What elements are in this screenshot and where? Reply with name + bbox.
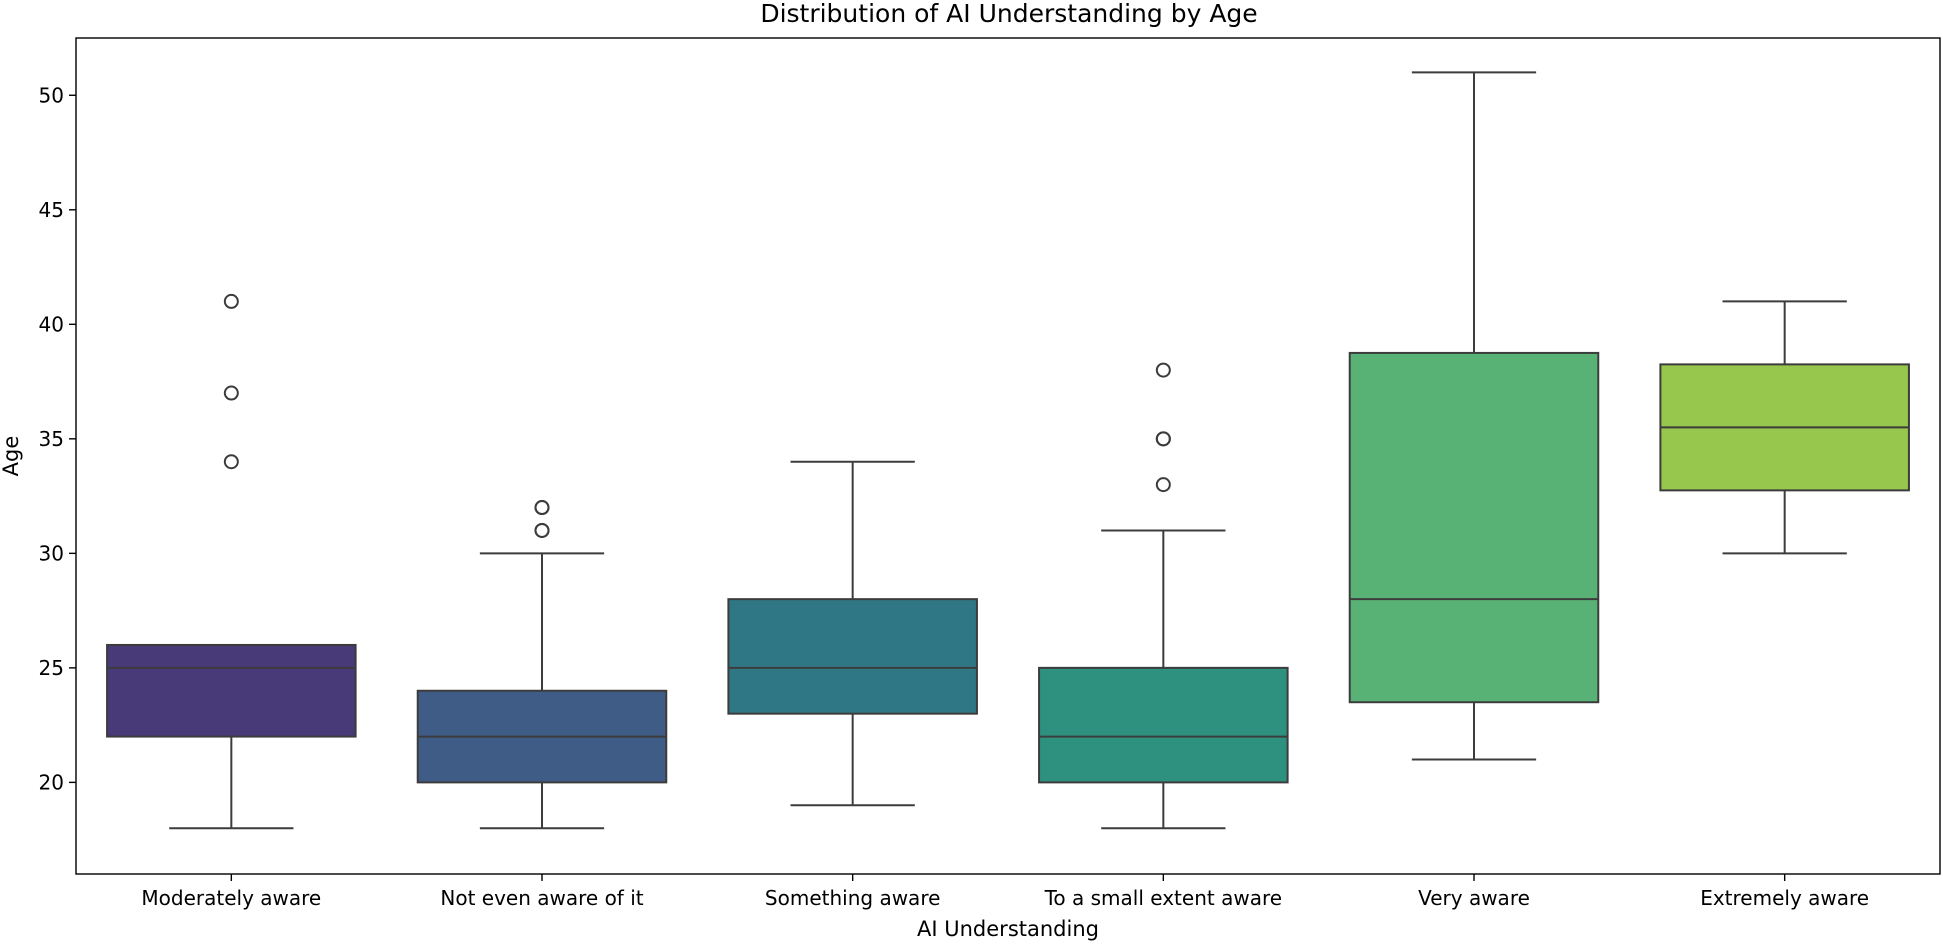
box-1	[416, 500, 668, 830]
x-tick-label: Extremely aware	[1700, 886, 1869, 910]
y-tick-label: 30	[39, 541, 64, 565]
outlier-point	[223, 293, 239, 309]
outlier-point	[223, 454, 239, 470]
y-tick-label: 40	[39, 312, 64, 336]
chart-title: Distribution of AI Understanding by Age	[760, 0, 1257, 28]
x-tick-label: Something aware	[765, 886, 940, 910]
y-tick-label: 35	[39, 427, 64, 451]
x-axis-label: AI Understanding	[917, 917, 1099, 941]
box-4	[1348, 71, 1600, 761]
y-tick-label: 25	[39, 656, 64, 680]
outlier-point	[1155, 362, 1171, 378]
x-tick-label: Not even aware of it	[440, 886, 643, 910]
outlier-point	[1155, 431, 1171, 447]
outlier-point	[1155, 477, 1171, 493]
x-axis: Moderately aware Not even aware of it Some…	[141, 874, 1869, 910]
box-iqr	[106, 643, 357, 738]
box-iqr	[1348, 351, 1600, 704]
x-tick-label: Very aware	[1418, 886, 1530, 910]
y-tick-label: 45	[39, 198, 64, 222]
y-axis-label: Age	[0, 436, 23, 477]
plot-frame	[75, 37, 1941, 875]
box-iqr	[1038, 666, 1289, 784]
outlier-point	[534, 522, 550, 538]
box-3	[1038, 362, 1289, 830]
y-axis: 20 25 30 35 40 45 50	[39, 83, 76, 794]
outlier-point	[534, 500, 550, 516]
box-5	[1659, 300, 1910, 555]
y-tick-label: 50	[39, 83, 64, 107]
box-0	[106, 293, 357, 830]
box-2	[727, 460, 978, 807]
y-tick-label: 20	[39, 770, 64, 794]
outlier-point	[223, 385, 239, 401]
x-tick-label: To a small extent aware	[1044, 886, 1282, 910]
box-iqr	[727, 598, 978, 715]
plot-area	[106, 71, 1910, 830]
x-tick-label: Moderately aware	[141, 886, 321, 910]
